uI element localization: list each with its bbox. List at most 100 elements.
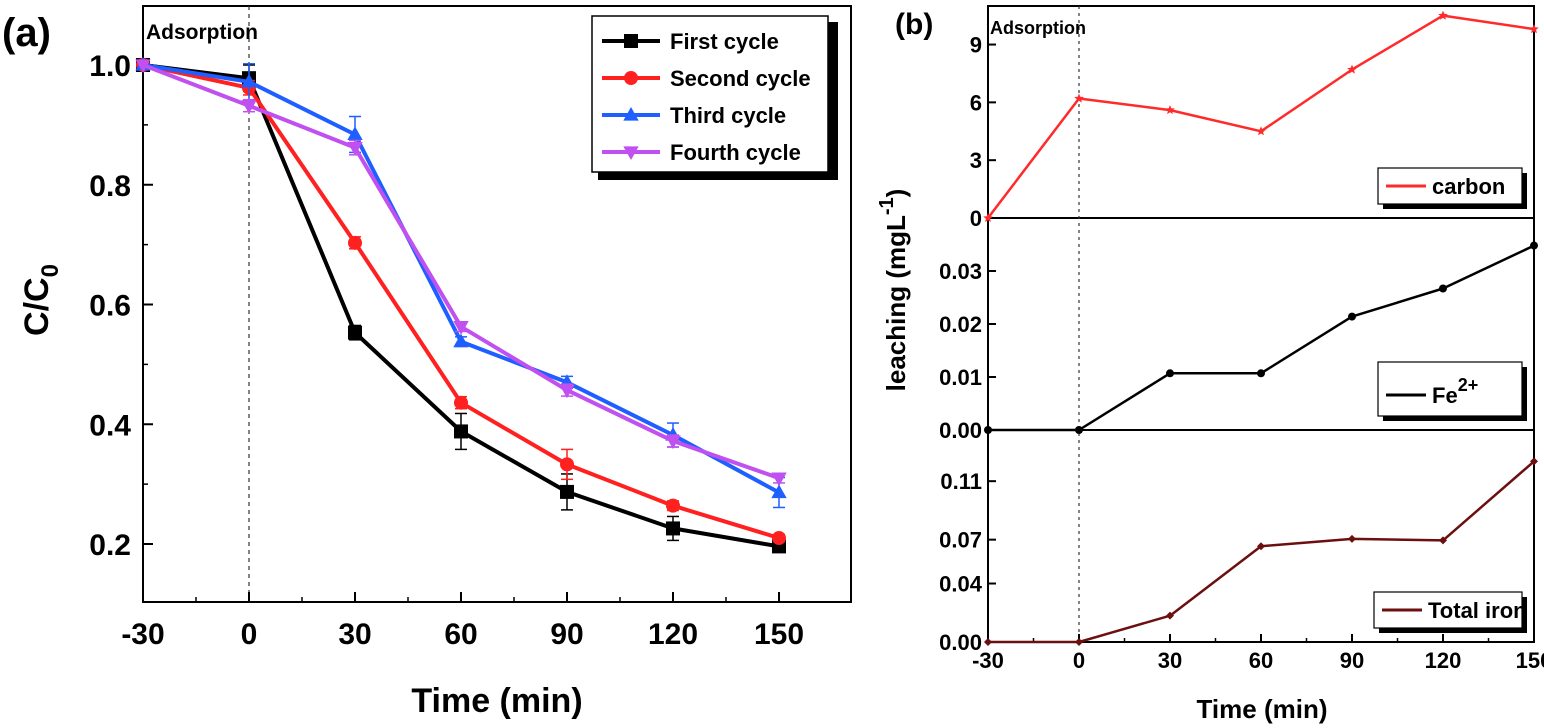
legend-box-total-iron (1373, 591, 1523, 629)
legend-entry-text: Total iron (1428, 598, 1527, 623)
legend-entry-carbon: carbon (1432, 174, 1505, 199)
legend-swatch-marker (624, 71, 638, 85)
data-point-first-cycle (348, 325, 362, 340)
panel-b-x-tick-label: -30 (972, 648, 1004, 673)
y-tick-label-carbon: 9 (970, 33, 982, 58)
panel-a-y-tick-label: 0.4 (89, 409, 131, 442)
legend-entry-superscript: 2+ (1458, 375, 1479, 395)
panel-a-y-tick-label: 0.2 (89, 529, 131, 562)
series-fourth-cycle (135, 59, 787, 487)
data-point-fe2 (1166, 369, 1174, 378)
panel-b-y-axis-title-superscript: -1 (876, 197, 898, 215)
data-point-fourth-cycle (135, 59, 151, 74)
panel-a-y-tick-label: 0.6 (89, 290, 131, 323)
data-point-fe2 (1439, 284, 1447, 293)
data-point-fourth-cycle (241, 100, 257, 114)
panel-a-x-axis-title: Time (min) (411, 682, 582, 720)
data-point-carbon (983, 213, 993, 222)
data-point-third-cycle (347, 126, 363, 141)
panel-a-x-axis: -30 0 30 60 90 120 150 (121, 592, 804, 651)
data-point-second-cycle (772, 531, 786, 546)
panel-a-y-axis: 0.2 0.4 0.6 0.8 1.0 (89, 50, 153, 562)
panel-a-legend: First cycle Second cycle Third cycle Fourth… (591, 15, 838, 180)
panel-a-y-axis-title-main: C/C (18, 277, 56, 336)
data-point-fe2 (1075, 426, 1083, 434)
panel-a-x-tick-label: 30 (338, 618, 371, 651)
data-point-total-iron (1257, 542, 1265, 551)
data-point-carbon (1529, 24, 1539, 34)
data-point-third-cycle (771, 484, 787, 499)
panel-a-x-tick-label: -30 (121, 618, 164, 651)
data-point-fe2 (1530, 241, 1538, 250)
data-point-first-cycle (666, 521, 680, 536)
data-point-second-cycle (666, 498, 680, 513)
y-tick-label-carbon: 0 (970, 206, 982, 231)
panel-a-adsorption-label: Adsorption (146, 21, 258, 44)
data-point-fourth-cycle (559, 384, 575, 399)
data-point-total-iron (1166, 611, 1174, 620)
data-point-total-iron (984, 638, 992, 646)
panel-b-carbon-subplot: 0 3 6 9 carbon (970, 10, 1539, 231)
panel-a-label: (a) (2, 11, 51, 55)
panel-b-total-iron-subplot: 0.00 0.04 0.07 0.11 Total iron (939, 457, 1538, 655)
data-point-second-cycle (560, 457, 574, 472)
panel-b-x-tick-label: 0 (1073, 648, 1085, 673)
data-point-carbon (1074, 93, 1084, 103)
y-tick-label-total-iron: 0.11 (940, 469, 982, 494)
y-tick-label-total-iron: 0.04 (939, 572, 983, 597)
panel-b-x-tick-label: 120 (1425, 648, 1462, 673)
panel-b-x-axis: -30 0 30 60 90 120 150 (972, 634, 1544, 673)
panel-b-y-axis-title-main: leaching (mgL (881, 215, 911, 391)
panel-b-y-axis-title-close: ) (881, 189, 911, 198)
data-point-total-iron (1348, 534, 1356, 543)
data-point-second-cycle (454, 395, 468, 410)
panel-b-x-tick-label: 60 (1249, 648, 1273, 673)
y-tick-label-total-iron: 0.07 (939, 528, 982, 553)
y-tick-label-fe2: 0.03 (939, 259, 982, 284)
panel-b-x-tick-label: 90 (1340, 648, 1364, 673)
data-point-fe2 (1348, 312, 1356, 321)
panel-a-y-tick-label: 0.8 (89, 170, 131, 203)
panel-b-fe2-subplot: 0.00 0.01 0.02 0.03 Fe2+ (939, 241, 1538, 443)
panel-a-x-tick-label: 150 (754, 618, 804, 651)
panel-a-y-tick-label: 1.0 (89, 50, 131, 83)
data-point-fourth-cycle (771, 472, 787, 487)
data-point-third-cycle (241, 73, 257, 88)
legend-entry-third-cycle: Third cycle (670, 103, 786, 128)
panel-a-x-tick-label: 90 (550, 618, 583, 651)
data-point-first-cycle (454, 424, 468, 439)
legend-entry-second-cycle: Second cycle (670, 66, 811, 91)
data-point-carbon (1256, 126, 1266, 136)
legend-swatch-marker (623, 146, 639, 161)
legend-entry-fe2: Fe2+ (1432, 375, 1478, 408)
legend-box-fe2 (1377, 361, 1523, 417)
data-point-fourth-cycle (347, 142, 363, 156)
legend-box-carbon (1377, 167, 1523, 205)
panel-b-y-axis-title: leaching (mgL-1) (876, 189, 911, 392)
legend-entry-first-cycle: First cycle (670, 29, 779, 54)
panel-a-legend-items: First cycle Second cycle Third cycle Fourth… (602, 29, 811, 165)
data-point-total-iron (1075, 638, 1083, 646)
legend-entry-fourth-cycle: Fourth cycle (670, 140, 801, 165)
legend-swatch-marker (623, 106, 639, 121)
panel-a-y-axis-title: C/C0 (18, 264, 64, 336)
panel-a-x-tick-label: 0 (241, 618, 258, 651)
data-point-carbon (1347, 64, 1357, 74)
data-point-total-iron (1530, 457, 1538, 466)
y-tick-label-carbon: 3 (970, 148, 982, 173)
y-tick-label-fe2: 0.00 (939, 418, 982, 443)
panel-a-x-tick-label: 120 (648, 618, 698, 651)
panel-b-x-tick-label: 30 (1158, 648, 1182, 673)
data-point-fourth-cycle (665, 435, 681, 450)
data-point-fe2 (984, 426, 992, 434)
panel-b-adsorption-label: Adsorption (990, 18, 1086, 38)
panel-b-x-tick-label: 150 (1516, 648, 1544, 673)
panel-b-chart: (b) Adsorption -30 0 30 60 90 120 150 0 3 6 9 carb… (876, 5, 1544, 724)
y-tick-label-carbon: 6 (970, 90, 982, 115)
legend-entry-text: Fe (1432, 383, 1458, 408)
legend-entry-text: carbon (1432, 174, 1505, 199)
data-point-total-iron (1439, 536, 1447, 545)
panel-b-x-axis-title: Time (min) (1197, 694, 1328, 724)
y-tick-label-fe2: 0.01 (939, 365, 982, 390)
